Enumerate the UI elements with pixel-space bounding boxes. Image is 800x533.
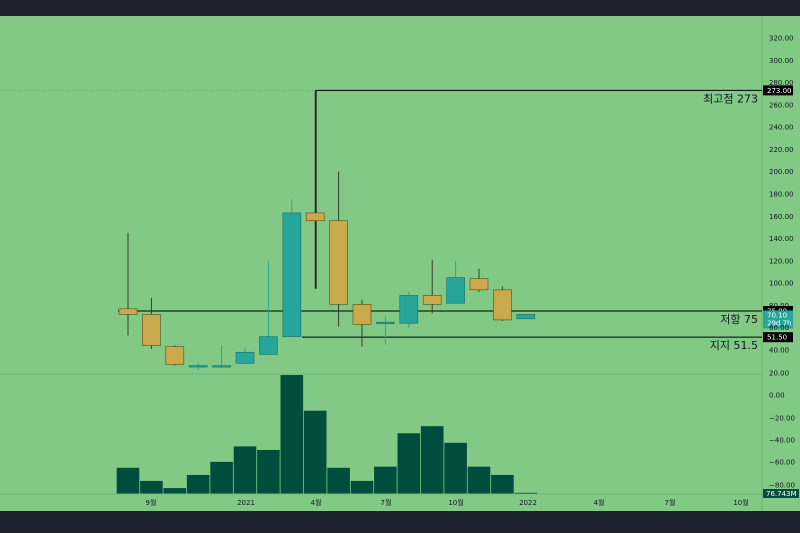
volume-tick-label: −60.00 bbox=[769, 459, 795, 467]
candle-body bbox=[329, 220, 348, 305]
chart-background bbox=[0, 16, 800, 511]
last-price-value: 70.10 bbox=[767, 311, 787, 319]
volume-bar bbox=[514, 492, 538, 494]
volume-pane bbox=[116, 375, 538, 494]
last-price-tag bbox=[763, 310, 793, 329]
candle-body bbox=[188, 365, 208, 368]
level-label: 저항 75 bbox=[720, 313, 758, 326]
time-tick-label: 4월 bbox=[311, 498, 322, 507]
price-tick-label: 280.00 bbox=[769, 79, 794, 87]
price-tick-label: 60.00 bbox=[769, 324, 789, 332]
level-label: 지지 51.5 bbox=[710, 339, 758, 352]
volume-bar bbox=[116, 467, 140, 494]
price-tick-label: 40.00 bbox=[769, 347, 789, 355]
volume-bar bbox=[257, 449, 280, 494]
time-tick-label: 7월 bbox=[665, 498, 676, 507]
candle-body bbox=[212, 365, 231, 368]
volume-bar bbox=[491, 474, 514, 494]
time-tick-label: 4월 bbox=[594, 498, 605, 507]
grid bbox=[0, 16, 763, 511]
candle-body bbox=[469, 278, 489, 291]
level-price-tag bbox=[763, 332, 793, 343]
time-tick-label: 9월 bbox=[146, 498, 157, 507]
volume-bar bbox=[397, 433, 421, 494]
price-tick-label: 180.00 bbox=[769, 191, 794, 199]
level-price-tag-text: 273.00 bbox=[767, 87, 792, 95]
volume-tick-label: −20.00 bbox=[769, 415, 795, 423]
price-tick-label: 260.00 bbox=[769, 101, 794, 109]
volume-bar bbox=[210, 461, 233, 494]
candle-body bbox=[142, 314, 161, 346]
volume-bar bbox=[163, 488, 187, 494]
candle-body bbox=[422, 295, 442, 305]
candle-body bbox=[376, 321, 395, 324]
time-tick-label: 10월 bbox=[448, 498, 463, 507]
candle-body bbox=[352, 304, 372, 325]
candle-body bbox=[399, 295, 419, 324]
time-tick-label: 2022 bbox=[519, 499, 537, 507]
candle-body bbox=[235, 351, 255, 364]
volume-tick-label: −40.00 bbox=[769, 437, 795, 445]
price-tick-label: 80.00 bbox=[769, 302, 789, 310]
candle-body bbox=[446, 277, 465, 304]
candle-body bbox=[259, 336, 278, 355]
volume-bar bbox=[374, 466, 397, 494]
candle-body bbox=[282, 212, 302, 337]
price-tick-label: 160.00 bbox=[769, 213, 794, 221]
volume-bar bbox=[327, 467, 350, 494]
volume-bar bbox=[233, 446, 257, 494]
time-axis: 9월 2021 4월 7월 10월 2022 4월 7월 10월 bbox=[0, 493, 762, 507]
volume-tick-label: 20.00 bbox=[769, 370, 789, 378]
volume-tick-label: 0.00 bbox=[769, 392, 785, 400]
volume-bar bbox=[467, 466, 491, 494]
candle-body bbox=[118, 308, 138, 315]
price-axis: 320.00 300.00 280.00 260.00 240.00 220.00 200.… bbox=[769, 35, 795, 490]
volume-last-tag bbox=[763, 489, 799, 498]
candle-body bbox=[165, 346, 185, 365]
price-tick-label: 240.00 bbox=[769, 124, 794, 132]
candle-body bbox=[493, 289, 512, 321]
time-tick-label: 2021 bbox=[237, 499, 255, 507]
price-tick-label: 120.00 bbox=[769, 257, 794, 265]
volume-tick-label: −80.00 bbox=[769, 482, 795, 490]
price-pane bbox=[118, 90, 536, 371]
price-tick-label: 300.00 bbox=[769, 57, 794, 65]
level-price-tag-text: 51.50 bbox=[767, 334, 787, 342]
level-label: 최고점 273 bbox=[703, 92, 758, 105]
volume-bar bbox=[303, 410, 327, 494]
price-tick-label: 220.00 bbox=[769, 146, 794, 154]
volume-bar bbox=[420, 426, 444, 494]
volume-bar bbox=[186, 474, 210, 494]
level-price-tag bbox=[763, 85, 793, 96]
volume-bar bbox=[444, 442, 467, 494]
time-tick-label: 7월 bbox=[381, 498, 392, 507]
candle-body bbox=[305, 212, 325, 222]
volume-bar bbox=[350, 480, 374, 494]
volume-bar bbox=[140, 480, 163, 494]
price-tick-label: 140.00 bbox=[769, 235, 794, 243]
price-tick-label: 320.00 bbox=[769, 35, 794, 43]
last-price-countdown: 29d 7h bbox=[767, 319, 791, 327]
price-tick-label: 200.00 bbox=[769, 168, 794, 176]
volume-last-value: 76.743M bbox=[766, 490, 797, 498]
price-tick-label: 100.00 bbox=[769, 280, 794, 288]
candle-body bbox=[516, 314, 536, 320]
volume-bar bbox=[280, 375, 304, 494]
time-tick-label: 10월 bbox=[733, 498, 748, 507]
